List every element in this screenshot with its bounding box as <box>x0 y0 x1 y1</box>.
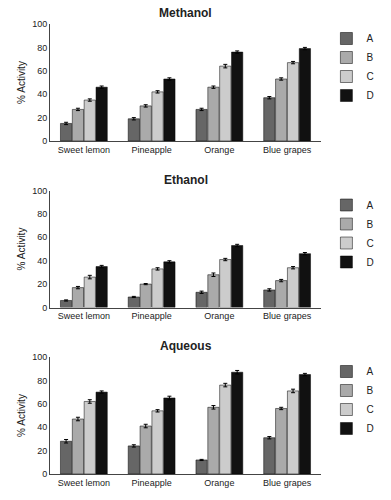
svg-text:Blue grapes: Blue grapes <box>263 145 312 155</box>
svg-text:A: A <box>366 200 373 211</box>
svg-text:Sweet lemon: Sweet lemon <box>58 311 110 321</box>
svg-text:40: 40 <box>37 422 47 432</box>
svg-text:60: 60 <box>37 399 47 409</box>
svg-text:Pineapple: Pineapple <box>132 478 172 488</box>
svg-text:A: A <box>366 33 373 44</box>
svg-text:Blue grapes: Blue grapes <box>263 478 312 488</box>
svg-text:Pineapple: Pineapple <box>132 145 172 155</box>
svg-text:60: 60 <box>37 66 47 76</box>
svg-text:40: 40 <box>37 256 47 266</box>
svg-text:0: 0 <box>42 136 47 146</box>
svg-text:Orange: Orange <box>204 478 234 488</box>
svg-text:20: 20 <box>37 446 47 456</box>
svg-text:Pineapple: Pineapple <box>132 311 172 321</box>
svg-text:Orange: Orange <box>204 145 234 155</box>
svg-text:B: B <box>366 52 373 63</box>
svg-text:A: A <box>366 366 373 377</box>
svg-text:80: 80 <box>37 43 47 53</box>
svg-text:Sweet lemon: Sweet lemon <box>58 145 110 155</box>
svg-text:B: B <box>366 385 373 396</box>
svg-text:Sweet lemon: Sweet lemon <box>58 478 110 488</box>
svg-text:B: B <box>366 219 373 230</box>
svg-text:Blue grapes: Blue grapes <box>263 311 312 321</box>
svg-text:% Activity: % Activity <box>16 228 27 271</box>
svg-text:80: 80 <box>37 209 47 219</box>
svg-text:D: D <box>366 423 373 434</box>
svg-text:60: 60 <box>37 232 47 242</box>
svg-text:Ethanol: Ethanol <box>164 173 208 187</box>
svg-text:C: C <box>366 404 373 415</box>
svg-text:Aqueous: Aqueous <box>160 339 212 353</box>
svg-text:Orange: Orange <box>204 311 234 321</box>
svg-text:40: 40 <box>37 89 47 99</box>
svg-text:80: 80 <box>37 376 47 386</box>
svg-text:D: D <box>366 257 373 268</box>
svg-text:0: 0 <box>42 469 47 479</box>
svg-text:20: 20 <box>37 113 47 123</box>
svg-text:C: C <box>366 71 373 82</box>
svg-text:% Activity: % Activity <box>16 394 27 437</box>
svg-text:D: D <box>366 90 373 101</box>
svg-text:100: 100 <box>32 352 47 362</box>
svg-text:20: 20 <box>37 279 47 289</box>
svg-text:Methanol: Methanol <box>159 6 212 20</box>
svg-text:0: 0 <box>42 303 47 313</box>
svg-text:C: C <box>366 238 373 249</box>
svg-text:100: 100 <box>32 19 47 29</box>
svg-text:% Activity: % Activity <box>16 61 27 104</box>
svg-text:100: 100 <box>32 186 47 196</box>
